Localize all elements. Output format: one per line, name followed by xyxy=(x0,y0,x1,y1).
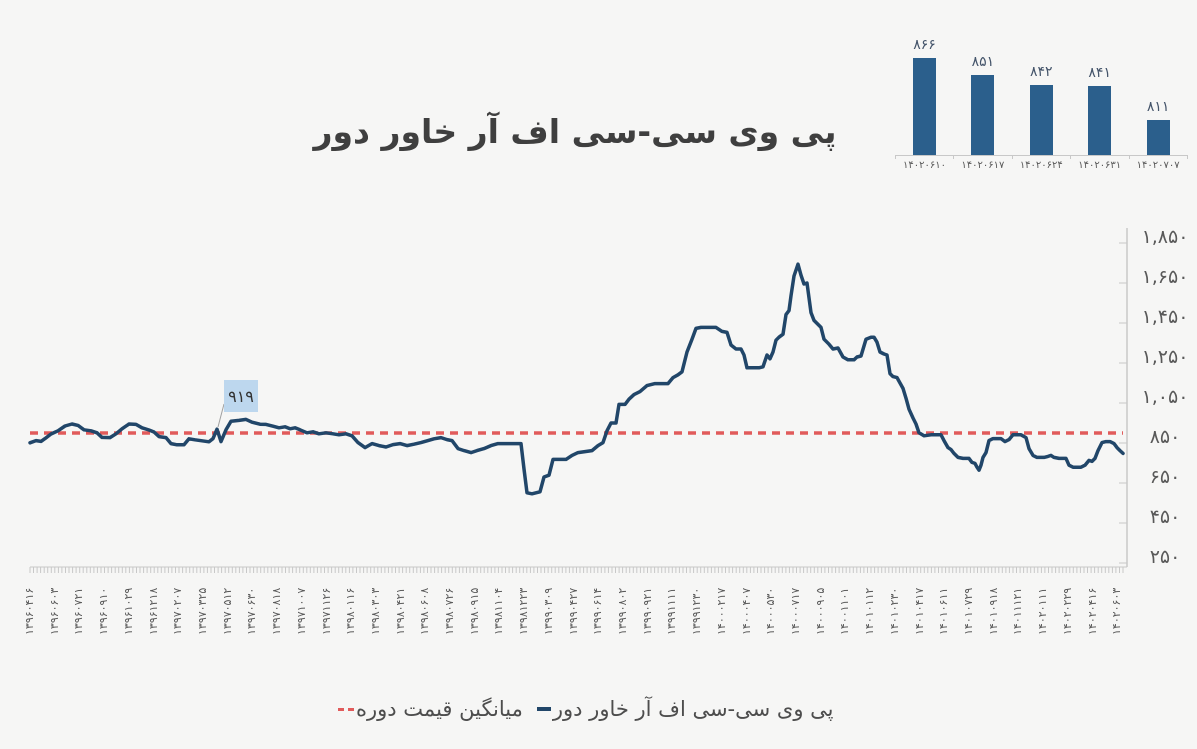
x-axis-label: ۱۳۹۹۰۸۰۲ xyxy=(616,587,630,635)
y-axis-label: ۱,۶۵۰ xyxy=(1141,266,1189,288)
x-axis-label: ۱۴۰۲۰۶۰۳ xyxy=(1110,587,1124,635)
x-axis-label: ۱۳۹۶۰۴۱۶ xyxy=(23,587,36,635)
legend-average-label: میانگین قیمت دوره xyxy=(356,697,523,721)
x-axis-label: ۱۴۰۰۰۹۰۵ xyxy=(813,587,827,635)
y-axis-label: ۶۵۰ xyxy=(1149,466,1181,488)
x-axis-label: ۱۴۰۲۰۴۱۶ xyxy=(1085,587,1099,635)
x-axis-label: ۱۳۹۸۰۷۲۶ xyxy=(443,587,457,635)
x-axis-label: ۱۴۰۱۰۷۲۹ xyxy=(961,587,975,635)
x-axis-label: ۱۴۰۰۰۲۱۷ xyxy=(714,587,728,635)
average-dashed-line-swatch xyxy=(338,707,354,711)
x-axis-label: ۱۳۹۸۱۱۰۴ xyxy=(492,587,506,635)
x-axis-label: ۱۳۹۶۰۹۱۰ xyxy=(97,587,111,635)
bar-category-label: ۱۴۰۲۰۷۰۷ xyxy=(1136,160,1180,171)
annotation-callout-line xyxy=(217,403,225,428)
x-axis-label: ۱۳۹۶۱۰۲۹ xyxy=(121,587,135,635)
mini-bar-chart: ۸۶۶ ۱۴۰۲۰۶۱۰ ۸۵۱ ۱۴۰۲۰۶۱۷ ۸۴۲ ۱۴۰۲۰۶۲۴ ۸۴۱ ۱۴۰۲… xyxy=(0,0,1197,200)
mini-axis-tick xyxy=(1187,155,1188,159)
x-axis-label: ۱۳۹۹۱۱۱۱ xyxy=(665,587,679,635)
y-axis-label: ۱,۴۵۰ xyxy=(1141,306,1189,328)
x-axis-label: ۱۳۹۸۰۶۰۸ xyxy=(418,587,432,635)
x-axis-label: ۱۴۰۱۰۲۳۰ xyxy=(887,587,901,635)
y-axis-label: ۴۵۰ xyxy=(1149,506,1181,528)
bar-category-label: ۱۴۰۲۰۶۳۱ xyxy=(1078,160,1122,171)
x-axis-label: ۱۳۹۷۰۲۰۷ xyxy=(171,587,185,635)
mini-axis-tick xyxy=(1011,155,1013,159)
y-axis-label: ۱,۸۵۰ xyxy=(1141,226,1189,248)
x-axis-label: ۱۳۹۷۱۰۰۷ xyxy=(294,587,308,635)
x-axis-label: ۱۴۰۲۰۱۱۱ xyxy=(1036,587,1050,635)
legend-item-series: پی وی سی-سی اف آر خاور دور xyxy=(536,697,834,721)
y-axis-label: ۱,۲۵۰ xyxy=(1141,346,1189,368)
x-axis-label: ۱۳۹۹۰۹۲۱ xyxy=(640,587,654,635)
x-axis-label: ۱۴۰۲۰۲۲۹ xyxy=(1060,587,1074,635)
x-axis-label: ۱۳۹۶۰۶۰۳ xyxy=(47,587,61,635)
x-axis-label: ۱۴۰۱۰۴۱۷ xyxy=(912,587,926,635)
x-axis-label: ۱۳۹۷۰۵۱۲ xyxy=(220,587,234,635)
bar xyxy=(1088,86,1112,155)
legend: میانگین قیمت دوره پی وی سی-سی اف آر خاور… xyxy=(338,692,848,726)
x-axis-label: ۱۳۹۸۰۳۰۳ xyxy=(368,587,382,635)
x-axis-label: ۱۴۰۱۰۶۱۱ xyxy=(937,587,951,635)
x-axis-label: ۱۳۹۸۰۱۱۶ xyxy=(344,587,358,635)
y-axis-label: ۲۵۰ xyxy=(1149,546,1181,568)
y-axis-label: ۸۵۰ xyxy=(1149,426,1181,448)
x-axis-label: ۱۳۹۶۱۲۱۸ xyxy=(146,587,160,635)
x-axis-label: ۱۳۹۷۰۸۱۸ xyxy=(270,587,284,635)
bar-category-label: ۱۴۰۲۰۶۱۷ xyxy=(961,160,1005,171)
x-axis-label: ۱۳۹۶۰۷۲۱ xyxy=(72,587,86,635)
price-line xyxy=(28,262,1125,496)
x-axis-label: ۱۳۹۸۰۹۱۵ xyxy=(467,587,481,635)
bar-value-label: ۸۱۱ xyxy=(1146,99,1170,115)
x-axis-label: ۱۴۰۰۰۴۰۷ xyxy=(739,587,753,635)
mini-axis-tick xyxy=(895,155,896,159)
x-axis-label: ۱۴۰۱۰۹۱۸ xyxy=(986,587,1000,635)
bar-value-label: ۸۴۲ xyxy=(1030,64,1053,80)
x-axis-label: ۱۳۹۸۱۲۲۳ xyxy=(517,587,531,635)
bar xyxy=(971,74,995,155)
bar xyxy=(913,57,936,155)
bar-category-label: ۱۴۰۲۰۶۱۰ xyxy=(903,160,946,171)
bar-category-label: ۱۴۰۲۰۶۲۴ xyxy=(1019,160,1063,171)
annotation-badge: ۹۱۹ xyxy=(224,380,258,412)
x-axis-label: ۱۳۹۹۰۶۱۴ xyxy=(591,587,605,635)
x-axis-label: ۱۴۰۱۱۱۲۱ xyxy=(1011,587,1025,635)
bar-value-label: ۸۶۶ xyxy=(913,36,936,53)
bar xyxy=(1146,120,1170,155)
x-axis-label: ۱۴۰۰۰۵۳۰ xyxy=(764,587,778,635)
mini-axis-tick xyxy=(953,155,955,159)
mini-axis-tick xyxy=(1128,155,1130,159)
bar-value-label: ۸۴۱ xyxy=(1088,65,1111,82)
x-axis-label: ۱۳۹۷۱۱۲۶ xyxy=(319,587,333,635)
x-axis-label: ۱۳۹۹۰۳۰۹ xyxy=(541,587,555,635)
bar-value-label: ۸۵۱ xyxy=(971,53,995,70)
legend-item-average: میانگین قیمت دوره xyxy=(338,697,523,721)
mini-x-axis-line xyxy=(895,155,1187,156)
mini-axis-tick xyxy=(1070,155,1072,159)
y-axis-label: ۱,۰۵۰ xyxy=(1141,386,1189,408)
x-axis-label: ۱۳۹۷۰۶۳۰ xyxy=(245,587,259,635)
x-axis-label: ۱۳۹۹۱۲۳۰ xyxy=(690,587,704,635)
chart-title: پی وی سی-سی اف آر خاور دور xyxy=(313,112,837,151)
legend-series-label: پی وی سی-سی اف آر خاور دور xyxy=(552,697,834,721)
x-axis-label: ۱۳۹۷۰۳۲۵ xyxy=(195,587,209,635)
x-axis-ticks xyxy=(29,567,1124,573)
x-axis-label: ۱۴۰۰۱۱۰۱ xyxy=(838,587,852,635)
series-line-swatch xyxy=(536,707,551,711)
x-axis-label: ۱۳۹۸۰۴۲۱ xyxy=(393,587,407,635)
x-axis-label: ۱۴۰۰۰۷۱۷ xyxy=(789,587,802,635)
bar xyxy=(1029,85,1053,155)
x-axis-label: ۱۴۰۱۰۱۱۲ xyxy=(863,587,877,635)
x-axis-label: ۱۳۹۹۰۴۲۷ xyxy=(566,587,580,635)
